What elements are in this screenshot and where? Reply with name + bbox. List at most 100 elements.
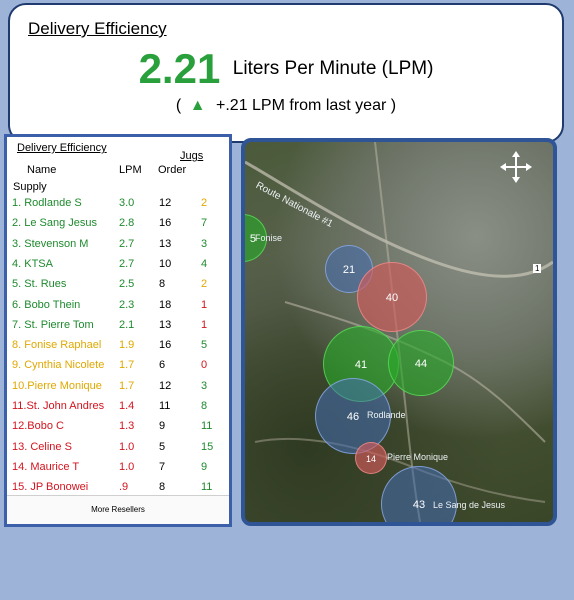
kpi-value: 2.21 — [138, 45, 221, 92]
lpm-value: 2.3 — [119, 298, 135, 311]
lpm-value: 2.5 — [119, 278, 135, 291]
jugs-value: 9 — [201, 460, 208, 473]
jugs-value: 3 — [201, 379, 208, 392]
lpm-value: .9 — [119, 481, 129, 494]
order-value: 8 — [159, 481, 166, 494]
kpi-title: Delivery Efficiency — [28, 19, 167, 38]
order-value: 10 — [159, 257, 172, 270]
table-row[interactable]: 10.Pierre Monique 1.7 12 3 — [7, 380, 229, 400]
kpi-unit: Liters Per Minute (LPM) — [232, 58, 434, 79]
table-row[interactable]: 12.Bobo C 1.3 9 11 — [7, 420, 229, 440]
supply-header: Supply — [13, 181, 47, 193]
jugs-value: 4 — [201, 257, 208, 270]
reseller-name: 8. Fonise Raphael — [12, 339, 102, 352]
pierre-monique-label: Pierre Monique — [387, 452, 449, 462]
lpm-value: 2.8 — [119, 217, 135, 230]
lpm-value: 1.0 — [119, 440, 135, 453]
jugs-value: 2 — [201, 197, 208, 209]
jugs-value: 11 — [201, 420, 213, 433]
bubble-value: 14 — [365, 454, 376, 464]
lpm-value: 1.7 — [119, 359, 135, 372]
reseller-name: 1. Rodlande S — [12, 197, 82, 209]
bubble-value: 44 — [414, 358, 428, 370]
order-value: 8 — [159, 278, 166, 291]
name-header: Name — [27, 164, 57, 176]
order-value: 11 — [159, 400, 171, 412]
reseller-name: 2. Le Sang Jesus — [12, 217, 98, 230]
reseller-name: 14. Maurice T — [12, 460, 80, 473]
table-row[interactable]: 11.St. John Andres 1.4 11 8 — [7, 400, 229, 420]
order-value: 16 — [159, 339, 172, 352]
change-text: +.21 LPM from last year ) — [216, 97, 397, 114]
jugs-value: 3 — [201, 237, 208, 250]
reseller-name: 5. St. Rues — [12, 278, 67, 291]
order-value: 12 — [159, 197, 172, 209]
map-bubble[interactable]: 40 — [357, 262, 427, 332]
map-bubble[interactable]: 43 — [381, 466, 457, 522]
triangle-up-icon: ▲ — [189, 97, 206, 114]
kpi-value-row: 2.21 Liters Per Minute (LPM) — [10, 45, 562, 93]
order-value: 13 — [159, 318, 172, 331]
lpm-value: 1.0 — [119, 460, 135, 473]
reseller-table: Delivery Efficiency Jugs Name LPM Order … — [7, 137, 229, 524]
le-sang-label: Le Sang de Jesus — [433, 500, 506, 510]
kpi-card: Delivery Efficiency 2.21 Liters Per Minu… — [8, 3, 564, 143]
reseller-name: 6. Bobo Thein — [12, 298, 81, 311]
map-bubble[interactable]: 46 — [315, 378, 391, 454]
move-arrows-icon[interactable] — [499, 150, 533, 184]
order-value: 9 — [159, 420, 166, 433]
reseller-panel: Delivery Efficiency Jugs Name LPM Order … — [4, 134, 232, 527]
table-row[interactable]: 3. Stevenson M 2.7 13 3 — [7, 238, 229, 258]
jugs-value: 1 — [201, 298, 208, 311]
jugs-value: 8 — [201, 400, 208, 412]
table-row[interactable]: 15. JP Bonowei .9 8 11 — [7, 481, 229, 501]
lpm-value: 1.7 — [119, 379, 135, 392]
order-value: 5 — [159, 440, 166, 453]
fonise-label: Fonise — [255, 233, 283, 243]
lpm-value: 3.0 — [119, 197, 135, 209]
bubble-value: 21 — [342, 264, 356, 276]
reseller-name: 9. Cynthia Nicolete — [12, 359, 105, 372]
bubble-value: 43 — [412, 499, 426, 511]
lpm-header: LPM — [119, 164, 142, 176]
table-row[interactable]: 14. Maurice T 1.0 7 9 — [7, 461, 229, 481]
jugs-value: 1 — [201, 318, 208, 331]
jugs-value: 5 — [201, 339, 208, 352]
delivery-map[interactable]: Route Nationale #1 5 Fonise 21 40 41 44 … — [241, 138, 557, 526]
order-value: 13 — [159, 237, 172, 250]
map-bubble[interactable]: 14 — [355, 442, 387, 474]
table-title: Delivery Efficiency — [17, 142, 107, 154]
order-value: 6 — [159, 359, 166, 372]
order-value: 12 — [159, 379, 172, 392]
lpm-value: 2.7 — [119, 237, 135, 250]
lpm-value: 2.7 — [119, 257, 135, 270]
table-row[interactable]: 1. Rodlande S 3.0 12 2 — [7, 197, 229, 217]
reseller-name: 12.Bobo C — [12, 420, 64, 433]
jugs-value: 11 — [201, 481, 213, 494]
bubble-value: 5 — [249, 233, 256, 245]
table-row[interactable]: 8. Fonise Raphael 1.9 16 5 — [7, 339, 229, 359]
order-header: Order — [158, 164, 187, 176]
table-row[interactable]: 13. Celine S 1.0 5 15 — [7, 441, 229, 461]
table-row[interactable]: 9. Cynthia Nicolete 1.7 6 0 — [7, 359, 229, 379]
reseller-name: 7. St. Pierre Tom — [12, 318, 94, 331]
jugs-value: 15 — [201, 440, 214, 453]
reseller-name: 13. Celine S — [12, 440, 72, 453]
table-row[interactable]: 2. Le Sang Jesus 2.8 16 7 — [7, 217, 229, 237]
map-bubble[interactable]: 44 — [388, 330, 454, 396]
order-value: 7 — [159, 460, 166, 473]
table-row[interactable]: 4. KTSA 2.7 10 4 — [7, 258, 229, 278]
reseller-name: 3. Stevenson M — [12, 237, 89, 250]
bubble-value: 41 — [354, 359, 368, 371]
more-resellers-button[interactable]: More Resellers — [7, 495, 229, 524]
lpm-value: 1.9 — [119, 339, 135, 352]
reseller-name: 11.St. John Andres — [12, 400, 105, 412]
reseller-name: 4. KTSA — [12, 257, 53, 270]
jugs-value: 7 — [201, 217, 208, 230]
lpm-value: 2.1 — [119, 318, 135, 331]
table-row[interactable]: 7. St. Pierre Tom 2.1 13 1 — [7, 319, 229, 339]
kpi-change: ( ▲ +.21 LPM from last year ) — [10, 97, 562, 115]
table-row[interactable]: 6. Bobo Thein 2.3 18 1 — [7, 299, 229, 319]
table-row[interactable]: 5. St. Rues 2.5 8 2 — [7, 278, 229, 298]
lpm-value: 1.3 — [119, 420, 135, 433]
